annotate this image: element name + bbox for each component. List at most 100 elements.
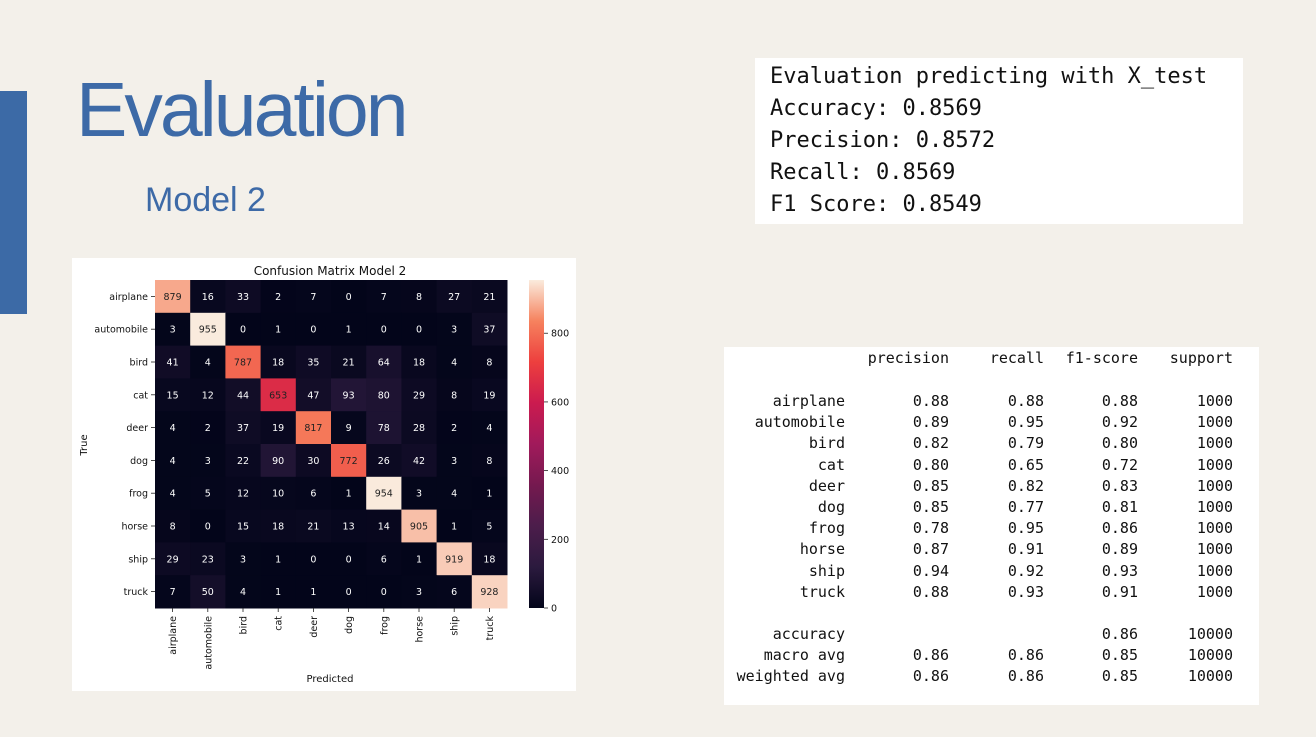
heatmap-cell bbox=[295, 378, 332, 412]
heatmap-cell bbox=[471, 444, 508, 478]
report-cell: 0.85 bbox=[1101, 646, 1138, 665]
heatmap-cell bbox=[331, 476, 367, 511]
heatmap-value: 1 bbox=[310, 587, 316, 598]
report-cell: 0.86 bbox=[1101, 519, 1138, 538]
heatmap-cell bbox=[436, 345, 473, 379]
heatmap-cell bbox=[366, 312, 402, 347]
eval-line: Accuracy: 0.8569 bbox=[770, 96, 982, 121]
heatmap-value: 4 bbox=[170, 456, 176, 467]
heatmap-value: 9 bbox=[346, 423, 352, 434]
report-cell: 1000 bbox=[1196, 498, 1233, 516]
heatmap-value: 879 bbox=[164, 292, 182, 303]
report-cell: 0.94 bbox=[912, 561, 949, 580]
heatmap-cell bbox=[401, 509, 438, 543]
heatmap-value: 44 bbox=[237, 390, 249, 401]
heatmap-value: 4 bbox=[170, 489, 176, 500]
heatmap-value: 18 bbox=[272, 358, 284, 369]
heatmap-value: 1 bbox=[451, 522, 457, 533]
heatmap-cell bbox=[155, 509, 191, 543]
report-cell: 1000 bbox=[1196, 561, 1233, 580]
heatmap-value: 1 bbox=[416, 554, 422, 565]
report-cell: 0.80 bbox=[912, 455, 949, 474]
colorbar-tick-label: 600 bbox=[551, 397, 569, 408]
heatmap-cell bbox=[436, 280, 473, 314]
heatmap-cell bbox=[366, 509, 402, 543]
heatmap-value: 12 bbox=[202, 390, 214, 401]
report-row-label: automobile bbox=[754, 413, 845, 432]
heatmap-cell bbox=[436, 476, 473, 511]
report-cell: 1000 bbox=[1196, 434, 1233, 453]
heatmap-value: 1 bbox=[346, 489, 352, 500]
heatmap-value: 5 bbox=[486, 522, 492, 533]
report-header: support bbox=[1169, 349, 1233, 367]
heatmap-cell bbox=[436, 411, 473, 445]
heatmap-cell bbox=[225, 476, 262, 511]
accent-bar bbox=[0, 91, 27, 314]
heatmap-value: 4 bbox=[486, 423, 492, 434]
report-cell: 0.85 bbox=[1101, 667, 1138, 686]
report-cell: 0.88 bbox=[1101, 392, 1138, 410]
heatmap-cell bbox=[155, 280, 191, 314]
x-tick-label: bird bbox=[239, 616, 250, 634]
heatmap-cell bbox=[401, 444, 438, 478]
heatmap-value: 6 bbox=[310, 489, 316, 500]
report-cell: 0.89 bbox=[912, 413, 949, 432]
heatmap-cell bbox=[260, 378, 297, 412]
report-cell: 0.80 bbox=[1101, 434, 1138, 453]
heatmap-value: 21 bbox=[483, 292, 495, 303]
heatmap-cell bbox=[331, 542, 367, 576]
colorbar-tick-label: 0 bbox=[551, 604, 557, 615]
report-cell: 0.92 bbox=[1007, 561, 1044, 580]
heatmap-value: 14 bbox=[378, 522, 390, 533]
heatmap-value: 8 bbox=[170, 522, 176, 533]
heatmap-value: 23 bbox=[202, 554, 214, 565]
heatmap-cell bbox=[471, 345, 508, 379]
heatmap-cell bbox=[401, 411, 438, 445]
slide-subtitle: Model 2 bbox=[145, 181, 266, 219]
eval-line: Recall: 0.8569 bbox=[770, 160, 956, 185]
heatmap-value: 7 bbox=[381, 292, 387, 303]
heatmap-cell bbox=[471, 280, 508, 314]
report-row-label: cat bbox=[817, 455, 845, 474]
report-header: recall bbox=[989, 349, 1044, 367]
report-row-label: truck bbox=[799, 582, 845, 601]
confusion-matrix-figure: Confusion Matrix Model 2 Predicted True … bbox=[72, 258, 576, 691]
heatmap-value: 2 bbox=[451, 423, 457, 434]
heatmap-value: 3 bbox=[205, 456, 211, 467]
y-tick-label: automobile bbox=[94, 325, 148, 336]
report-cell: 0.95 bbox=[1007, 519, 1044, 538]
report-cell: 0.81 bbox=[1101, 498, 1138, 516]
heatmap-value: 653 bbox=[269, 390, 287, 401]
heatmap-value: 15 bbox=[167, 390, 179, 401]
heatmap-cell bbox=[471, 476, 508, 511]
heatmap-cell bbox=[366, 444, 402, 478]
heatmap-cell bbox=[155, 345, 191, 379]
heatmap-value: 93 bbox=[343, 390, 355, 401]
heatmap-cell bbox=[190, 476, 226, 511]
colorbar-tick-label: 800 bbox=[551, 329, 569, 340]
heatmap-value: 37 bbox=[483, 325, 495, 336]
heatmap-cell bbox=[366, 280, 402, 314]
eval-line: F1 Score: 0.8549 bbox=[770, 192, 982, 217]
eval-line: Evaluation predicting with X_test bbox=[770, 64, 1208, 89]
heatmap-cell bbox=[331, 345, 367, 379]
heatmap-cell bbox=[471, 378, 508, 412]
report-cell: 0.88 bbox=[912, 392, 949, 410]
heatmap-cell bbox=[331, 444, 367, 478]
heatmap-value: 0 bbox=[346, 292, 352, 303]
heatmap-value: 35 bbox=[307, 358, 319, 369]
heatmap-cell bbox=[366, 476, 402, 511]
eval-line: Precision: 0.8572 bbox=[770, 128, 996, 153]
heatmap-value: 1 bbox=[486, 489, 492, 500]
x-tick-label: frog bbox=[379, 616, 390, 635]
heatmap-value: 18 bbox=[483, 554, 495, 565]
report-cell: 0.87 bbox=[912, 540, 949, 559]
classification-report: precision recall f1-score support airplane 0.… bbox=[724, 347, 1259, 705]
heatmap-cell bbox=[190, 509, 226, 543]
heatmap-value: 0 bbox=[310, 554, 316, 565]
y-tick-label: ship bbox=[128, 554, 148, 565]
heatmap-cell bbox=[260, 411, 297, 445]
heatmap-value: 0 bbox=[346, 587, 352, 598]
heatmap-value: 50 bbox=[202, 587, 214, 598]
heatmap-value: 2 bbox=[275, 292, 281, 303]
